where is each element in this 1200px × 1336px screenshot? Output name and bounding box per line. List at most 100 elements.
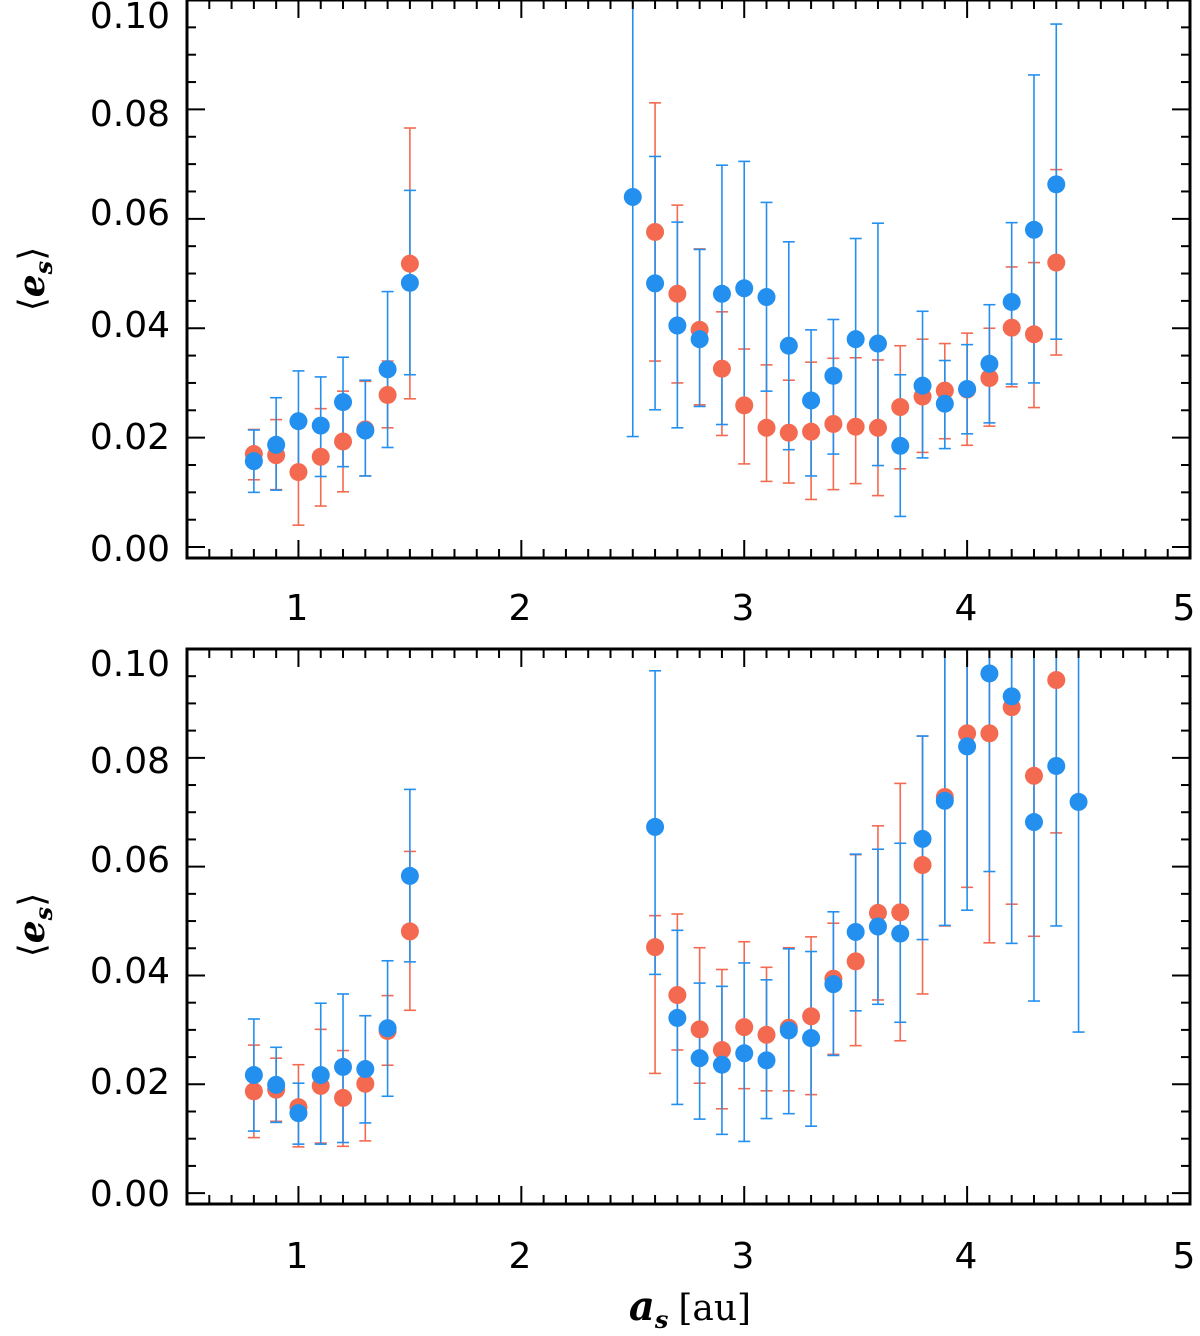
top-blue-point — [712, 284, 731, 303]
top-blue-point — [868, 334, 887, 353]
bottom-xtick-label: 1 — [286, 1236, 309, 1277]
top-red-point — [668, 284, 687, 303]
top-blue-point — [735, 279, 754, 298]
top-y-axis-label: ⟨es⟩ — [11, 247, 58, 312]
bottom-blue-point — [891, 924, 910, 943]
bottom-ytick-label: 0.08 — [90, 741, 170, 782]
top-red-point — [334, 432, 353, 451]
top-blue-point — [356, 421, 375, 440]
bottom-blue-point — [735, 1044, 754, 1063]
top-blue-point — [913, 376, 932, 395]
bottom-red-point — [690, 1020, 709, 1039]
top-red-point — [378, 385, 397, 404]
bottom-y-axis-label: ⟨es⟩ — [11, 893, 58, 958]
bottom-blue-errorbar — [1072, 649, 1085, 1033]
bottom-blue-point — [267, 1075, 286, 1094]
top-panel-axes — [186, 0, 1191, 558]
top-blue-point — [846, 330, 865, 349]
top-blue-point — [378, 360, 397, 379]
bottom-red-point — [334, 1088, 353, 1107]
top-blue-point — [802, 391, 821, 410]
bottom-blue-point — [757, 1051, 776, 1070]
top-blue-point — [690, 330, 709, 349]
bottom-red-point — [668, 986, 687, 1005]
bottom-panel: 0.00 0.02 0.04 0.06 0.08 0.10 1 2 3 4 5 … — [11, 644, 1195, 1334]
bottom-red-point — [980, 724, 999, 743]
bottom-blue-point — [690, 1049, 709, 1068]
bottom-blue-point — [311, 1066, 330, 1085]
bottom-blue-point — [400, 866, 419, 885]
top-red-point — [646, 222, 665, 241]
top-red-point — [868, 418, 887, 437]
top-red-point — [779, 423, 798, 442]
top-blue-point — [400, 273, 419, 292]
bottom-blue-point — [244, 1066, 263, 1085]
top-ytick-label: 0.00 — [90, 529, 170, 570]
bottom-red-point — [802, 1007, 821, 1026]
top-xtick-label: 5 — [1173, 588, 1196, 629]
top-blue-point — [1024, 220, 1043, 239]
bottom-blue-point — [868, 917, 887, 936]
bottom-red-point — [891, 903, 910, 922]
top-blue-point — [824, 366, 843, 385]
top-red-point — [846, 417, 865, 436]
top-xtick-label: 1 — [286, 588, 309, 629]
bottom-blue-point — [1047, 756, 1066, 775]
top-blue-point — [958, 379, 977, 398]
bottom-red-point — [244, 1082, 263, 1101]
bottom-blue-errorbar — [938, 649, 951, 927]
bottom-panel-frame — [185, 647, 1192, 1206]
top-red-point — [311, 447, 330, 466]
bottom-blue-point — [334, 1057, 353, 1076]
bottom-red-point — [400, 922, 419, 941]
top-blue-errorbar — [827, 318, 840, 455]
top-red-point — [1002, 318, 1021, 337]
top-ytick-label: 0.04 — [90, 305, 170, 346]
top-red-point — [1024, 325, 1043, 344]
bottom-panel-axes — [186, 648, 1191, 1204]
bottom-ytick-label: 0.06 — [90, 840, 170, 881]
top-blue-point — [244, 452, 263, 471]
bottom-blue-point — [356, 1060, 375, 1079]
top-red-point — [1047, 253, 1066, 272]
bottom-blue-point — [824, 975, 843, 994]
top-blue-errorbar — [626, 0, 639, 438]
bottom-red-point — [735, 1018, 754, 1037]
bottom-blue-point — [958, 737, 977, 756]
top-xtick-label: 3 — [732, 588, 755, 629]
top-ytick-label: 0.02 — [90, 417, 170, 458]
top-red-point — [757, 418, 776, 437]
bottom-xtick-label: 3 — [732, 1236, 755, 1277]
bottom-red-point — [757, 1025, 776, 1044]
bottom-red-point — [868, 903, 887, 922]
top-red-point — [400, 254, 419, 273]
bottom-blue-point — [1002, 687, 1021, 706]
top-blue-point — [779, 336, 798, 355]
top-blue-point — [1002, 292, 1021, 311]
top-red-point — [980, 369, 999, 388]
bottom-red-point — [1047, 671, 1066, 690]
top-red-point — [712, 359, 731, 378]
top-blue-point — [668, 316, 687, 335]
top-red-point — [802, 422, 821, 441]
top-blue-point — [891, 436, 910, 455]
top-blue-point — [289, 412, 308, 431]
bottom-blue-point — [712, 1055, 731, 1074]
bottom-blue-point — [668, 1008, 687, 1027]
bottom-blue-point — [935, 791, 954, 810]
bottom-blue-errorbar — [760, 979, 773, 1120]
top-xtick-label: 2 — [509, 588, 532, 629]
top-panel-frame — [185, 0, 1192, 560]
top-panel-data-marks — [244, 0, 1066, 526]
top-blue-point — [311, 416, 330, 435]
bottom-red-point — [646, 938, 665, 957]
top-blue-point — [1047, 175, 1066, 194]
top-panel: 0.00 0.02 0.04 0.06 0.08 0.10 1 2 3 4 5 … — [11, 0, 1195, 629]
bottom-blue-point — [646, 817, 665, 836]
bottom-red-point — [846, 952, 865, 971]
bottom-blue-point — [980, 664, 999, 683]
top-red-point — [891, 398, 910, 417]
bottom-red-point — [913, 856, 932, 875]
bottom-ytick-label: 0.00 — [90, 1174, 170, 1215]
